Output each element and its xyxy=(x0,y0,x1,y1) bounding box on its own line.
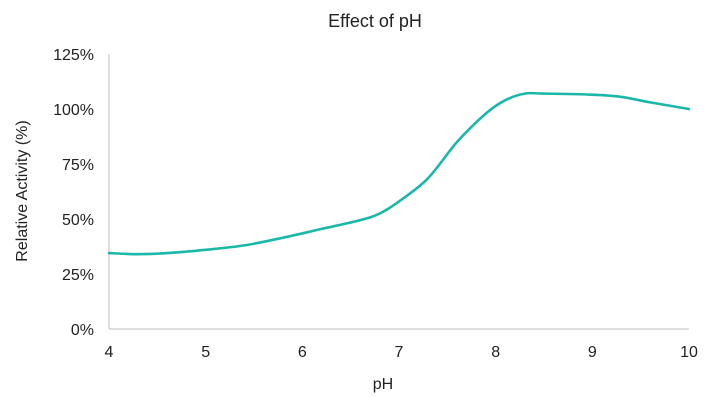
x-tick-label: 9 xyxy=(588,344,597,361)
series-group xyxy=(107,91,691,256)
series-line xyxy=(107,91,691,256)
x-axis-tick-labels: 4 5 6 7 8 9 10 xyxy=(105,344,698,361)
y-tick-label: 0% xyxy=(71,322,94,339)
y-tick-label: 50% xyxy=(62,212,94,229)
x-tick-label: 6 xyxy=(298,344,307,361)
x-tick-label: 7 xyxy=(395,344,404,361)
y-tick-label: 100% xyxy=(53,102,94,119)
y-tick-label: 125% xyxy=(53,47,94,64)
x-axis-label: pH xyxy=(373,376,393,393)
y-axis-label: Relative Activity (%) xyxy=(14,120,31,261)
x-tick-label: 5 xyxy=(201,344,210,361)
x-tick-label: 10 xyxy=(680,344,698,361)
y-axis-tick-labels: 0% 25% 50% 75% 100% 125% xyxy=(53,47,94,339)
x-tick-label: 4 xyxy=(105,344,114,361)
y-tick-label: 75% xyxy=(62,157,94,174)
y-tick-label: 25% xyxy=(62,267,94,284)
chart-title: Effect of pH xyxy=(328,11,422,31)
x-tick-label: 8 xyxy=(491,344,500,361)
